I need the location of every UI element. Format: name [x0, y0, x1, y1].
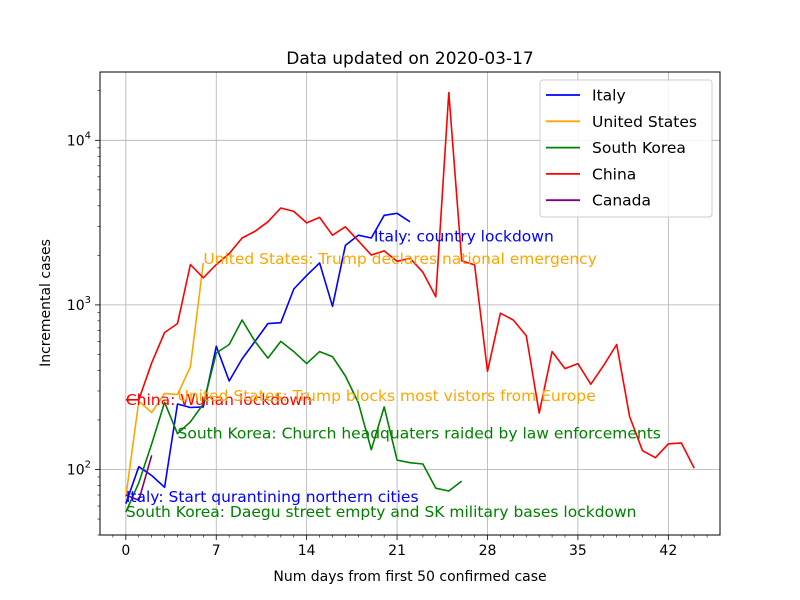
axis-ticks: 0 7 14 21 28 35 42 102 103 104 [67, 90, 708, 559]
y-axis-label: Incremental cases [38, 239, 54, 367]
x-tick-label: 35 [569, 543, 587, 559]
x-tick-label: 21 [388, 543, 406, 559]
x-tick-label: 7 [212, 543, 221, 559]
legend-label: South Korea [592, 139, 686, 157]
x-axis-label: Num days from first 50 confirmed case [273, 569, 546, 585]
annotations: Italy: country lockdown United States: Tr… [126, 228, 661, 522]
legend: Italy United States South Korea China Canada [539, 79, 713, 218]
legend-box [539, 79, 713, 218]
x-tick-label: 42 [659, 543, 677, 559]
annotation-text: Italy: Start qurantining northern cities [126, 488, 419, 506]
legend-label: United States [592, 113, 697, 131]
legend-label: Italy [592, 87, 626, 105]
series-line-canada [125, 455, 153, 502]
series-line-united-states [125, 262, 205, 498]
legend-label: China [592, 165, 636, 183]
annotation-text: United States: Trump declares national e… [203, 250, 597, 268]
annotation-text: Italy: country lockdown [374, 228, 554, 246]
series-line-italy [125, 212, 411, 504]
series-line-china [125, 91, 695, 469]
annotation-text: South Korea: Daegu street empty and SK m… [126, 503, 637, 521]
x-tick-label: 0 [121, 543, 130, 559]
series-lines [125, 91, 695, 513]
legend-label: Canada [592, 192, 651, 210]
annotation-text: China: Wuhan lockdown [126, 391, 312, 409]
y-tick-label: 102 [67, 459, 91, 478]
chart-title: Data updated on 2020-03-17 [286, 49, 533, 69]
series-line-south-korea [125, 319, 463, 513]
x-tick-label: 28 [479, 543, 497, 559]
annotation-text: United States: Trump blocks most vistors… [178, 387, 596, 405]
y-tick-label: 104 [67, 130, 91, 149]
x-tick-label: 14 [298, 543, 316, 559]
y-tick-label: 103 [67, 295, 91, 314]
annotation-text: South Korea: Church headquaters raided b… [178, 425, 661, 443]
